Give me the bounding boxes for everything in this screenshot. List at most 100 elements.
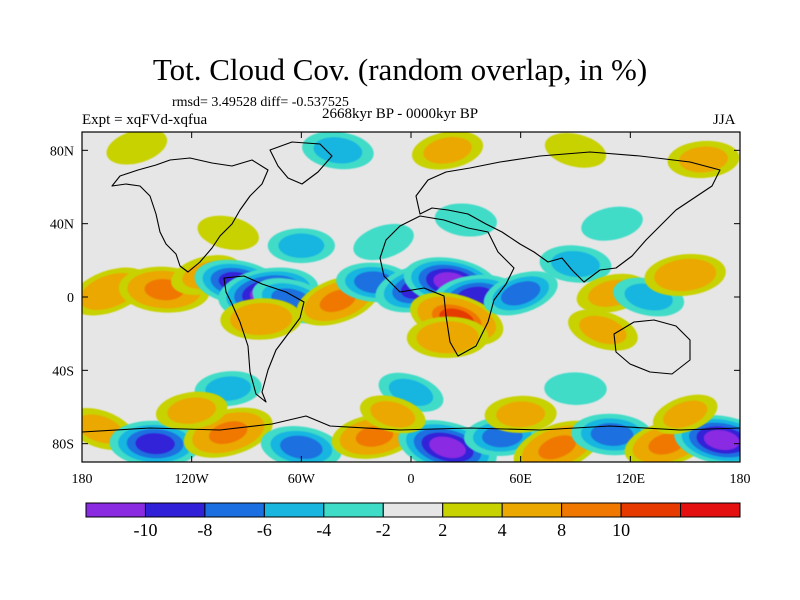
anomaly-contour bbox=[551, 250, 600, 278]
colorbar-swatch bbox=[323, 502, 384, 518]
lon-tick-label: 120E bbox=[616, 472, 646, 487]
colorbar-swatch bbox=[382, 502, 444, 518]
colorbar-swatch bbox=[204, 502, 265, 518]
anomaly-cell bbox=[544, 372, 607, 405]
anomaly-contour bbox=[197, 215, 259, 251]
anomaly-contour bbox=[426, 325, 470, 349]
coastline-antarctica bbox=[82, 415, 740, 433]
lat-tick-label: 80S bbox=[52, 438, 74, 453]
anomaly-contour bbox=[355, 425, 394, 447]
anomaly-contour bbox=[106, 132, 168, 165]
anomaly-cell bbox=[484, 395, 557, 433]
plot-title: Tot. Cloud Cov. (random overlap, in %) bbox=[152, 52, 648, 87]
anomaly-contour bbox=[679, 146, 728, 173]
anomaly-cell bbox=[267, 228, 335, 264]
colorbar-label: -8 bbox=[197, 520, 212, 540]
coastline-north-america bbox=[111, 157, 269, 273]
anomaly-cell bbox=[109, 420, 201, 462]
anomaly-cell bbox=[644, 253, 726, 297]
season-label: JJA bbox=[713, 112, 736, 128]
colorbar-label: -10 bbox=[133, 520, 157, 540]
anomaly-layer bbox=[82, 132, 740, 462]
coastline-eurasia-africa bbox=[379, 151, 721, 357]
lat-tick-label: 40N bbox=[50, 218, 74, 233]
colorbar-swatch bbox=[442, 502, 503, 518]
anomaly-contour bbox=[496, 401, 546, 428]
anomaly-contour bbox=[319, 289, 357, 313]
anomaly-cell bbox=[581, 206, 643, 241]
colorbar-swatch bbox=[620, 502, 682, 518]
coastline-south-america bbox=[223, 275, 305, 403]
anomaly-cell bbox=[544, 132, 607, 168]
coastline-greenland bbox=[269, 141, 333, 185]
colorbar-label: 8 bbox=[557, 520, 566, 540]
anomaly-cell bbox=[406, 316, 489, 359]
anomaly-contour bbox=[313, 137, 363, 164]
anomaly-cell bbox=[483, 271, 558, 316]
coastline-australia bbox=[613, 319, 691, 375]
anomaly-contour bbox=[423, 136, 472, 164]
experiment-label: Expt = xqFVd-xqfua bbox=[82, 112, 208, 128]
lon-tick-label: 60E bbox=[509, 472, 532, 487]
anomaly-contour bbox=[239, 307, 283, 331]
axis-ticks bbox=[81, 132, 741, 462]
stats-line: rmsd= 3.49528 diff= -0.537525 bbox=[172, 95, 349, 110]
anomaly-contour bbox=[500, 281, 541, 306]
anomaly-contour bbox=[544, 372, 607, 405]
anomaly-contour bbox=[353, 223, 414, 261]
colorbar-swatch bbox=[501, 502, 563, 518]
lon-tick-label: 60W bbox=[288, 472, 316, 487]
anomaly-contour bbox=[208, 421, 248, 445]
anomaly-contour bbox=[167, 397, 216, 424]
anomaly-cell bbox=[539, 245, 612, 283]
anomaly-contour bbox=[663, 400, 708, 429]
anomaly-cell bbox=[359, 395, 426, 434]
colorbar-swatch bbox=[561, 502, 622, 518]
anomaly-cell bbox=[197, 215, 259, 251]
anomaly-contour bbox=[663, 263, 707, 287]
colorbar-label: -6 bbox=[257, 520, 272, 540]
anomaly-contour bbox=[135, 433, 175, 455]
lat-tick-label: 0 bbox=[67, 291, 74, 306]
anomaly-contour bbox=[434, 203, 497, 237]
colorbar-swatch bbox=[263, 502, 325, 518]
anomaly-contour bbox=[581, 206, 643, 241]
colorbar-swatch bbox=[85, 502, 146, 518]
coastlines bbox=[82, 141, 740, 433]
colorbar: -10 -8 -6 -4 -2 2 4 8 10 bbox=[85, 502, 741, 540]
anomaly-cell bbox=[353, 223, 414, 261]
anomaly-contour bbox=[544, 132, 607, 168]
lon-tick-label: 180 bbox=[730, 472, 751, 487]
colorbar-swatch bbox=[680, 502, 741, 518]
anomaly-cell bbox=[667, 140, 740, 179]
lon-tick-label: 120W bbox=[175, 472, 210, 487]
colorbar-label: 4 bbox=[498, 520, 507, 540]
anomaly-contour bbox=[590, 423, 634, 446]
anomaly-cell bbox=[260, 426, 342, 462]
anomaly-cell bbox=[652, 394, 718, 435]
anomaly-cell bbox=[220, 298, 302, 340]
lat-tick-label: 80N bbox=[50, 144, 74, 159]
lon-tick-label: 0 bbox=[408, 472, 415, 487]
period-label: 2668kyr BP - 0000kyr BP bbox=[322, 106, 479, 122]
anomaly-cell bbox=[155, 391, 228, 430]
anomaly-contour bbox=[538, 435, 577, 460]
colorbar-label: -4 bbox=[316, 520, 331, 540]
colorbar-label: 2 bbox=[438, 520, 447, 540]
anomaly-contour bbox=[280, 435, 323, 460]
anomaly-cell bbox=[302, 132, 374, 170]
anomaly-contour bbox=[370, 401, 416, 428]
lon-tick-label: 180 bbox=[72, 472, 93, 487]
axis-tick-labels: 180 120W 60W 0 60E 120E 180 80N 40N 0 40S 80S bbox=[50, 144, 751, 487]
anomaly-cell bbox=[183, 407, 273, 458]
anomaly-cell bbox=[434, 203, 497, 237]
colorbar-swatch bbox=[144, 502, 206, 518]
anomaly-contour bbox=[278, 233, 325, 258]
anomaly-cell bbox=[106, 132, 168, 165]
lat-tick-label: 40S bbox=[52, 364, 74, 379]
anomaly-cell bbox=[411, 132, 484, 170]
anomaly-contour bbox=[429, 436, 466, 459]
colorbar-label: 10 bbox=[612, 520, 630, 540]
anomaly-contour bbox=[703, 430, 740, 450]
